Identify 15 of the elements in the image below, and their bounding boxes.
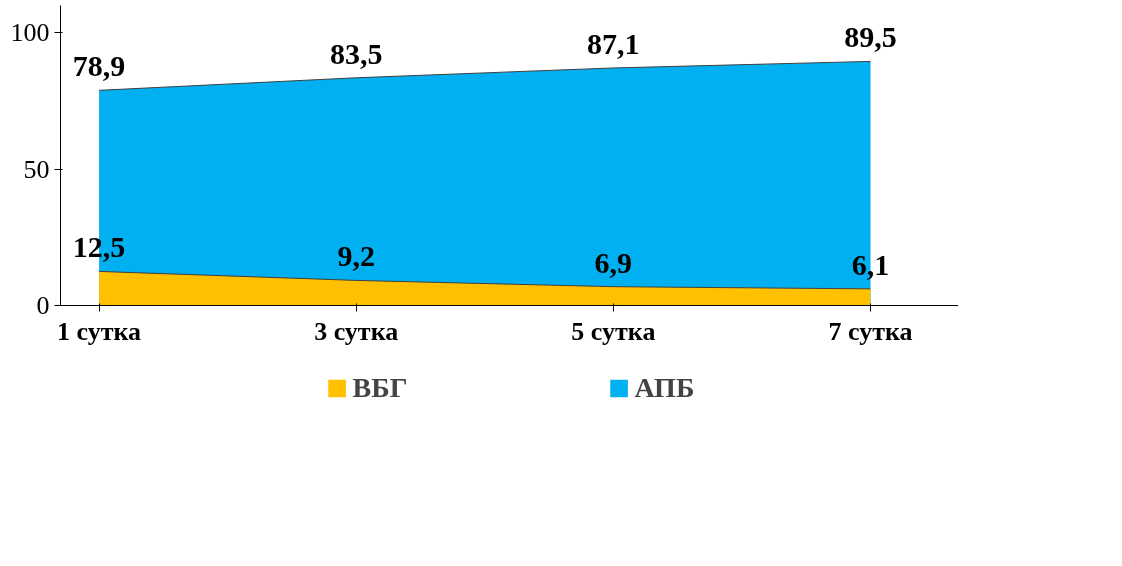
data-label: 6,9 <box>594 245 633 279</box>
data-label: 83,5 <box>329 36 383 70</box>
x-tick-label: 5 сутка <box>571 316 656 346</box>
data-label: 78,9 <box>72 49 126 83</box>
y-tick-label: 100 <box>10 18 50 48</box>
y-tick-label: 0 <box>36 291 50 320</box>
data-label: 87,1 <box>587 26 640 60</box>
x-tick-label: 1 сутка <box>57 316 142 346</box>
data-label: 89,5 <box>844 20 897 54</box>
legend-label: ВБГ <box>352 372 408 404</box>
x-tick-label: 7 сутка <box>828 316 913 346</box>
legend-label: АПБ <box>634 372 695 404</box>
x-tick-label: 3 сутка <box>314 316 399 346</box>
data-label: 9,2 <box>337 239 375 273</box>
y-tick-label: 50 <box>23 154 50 184</box>
